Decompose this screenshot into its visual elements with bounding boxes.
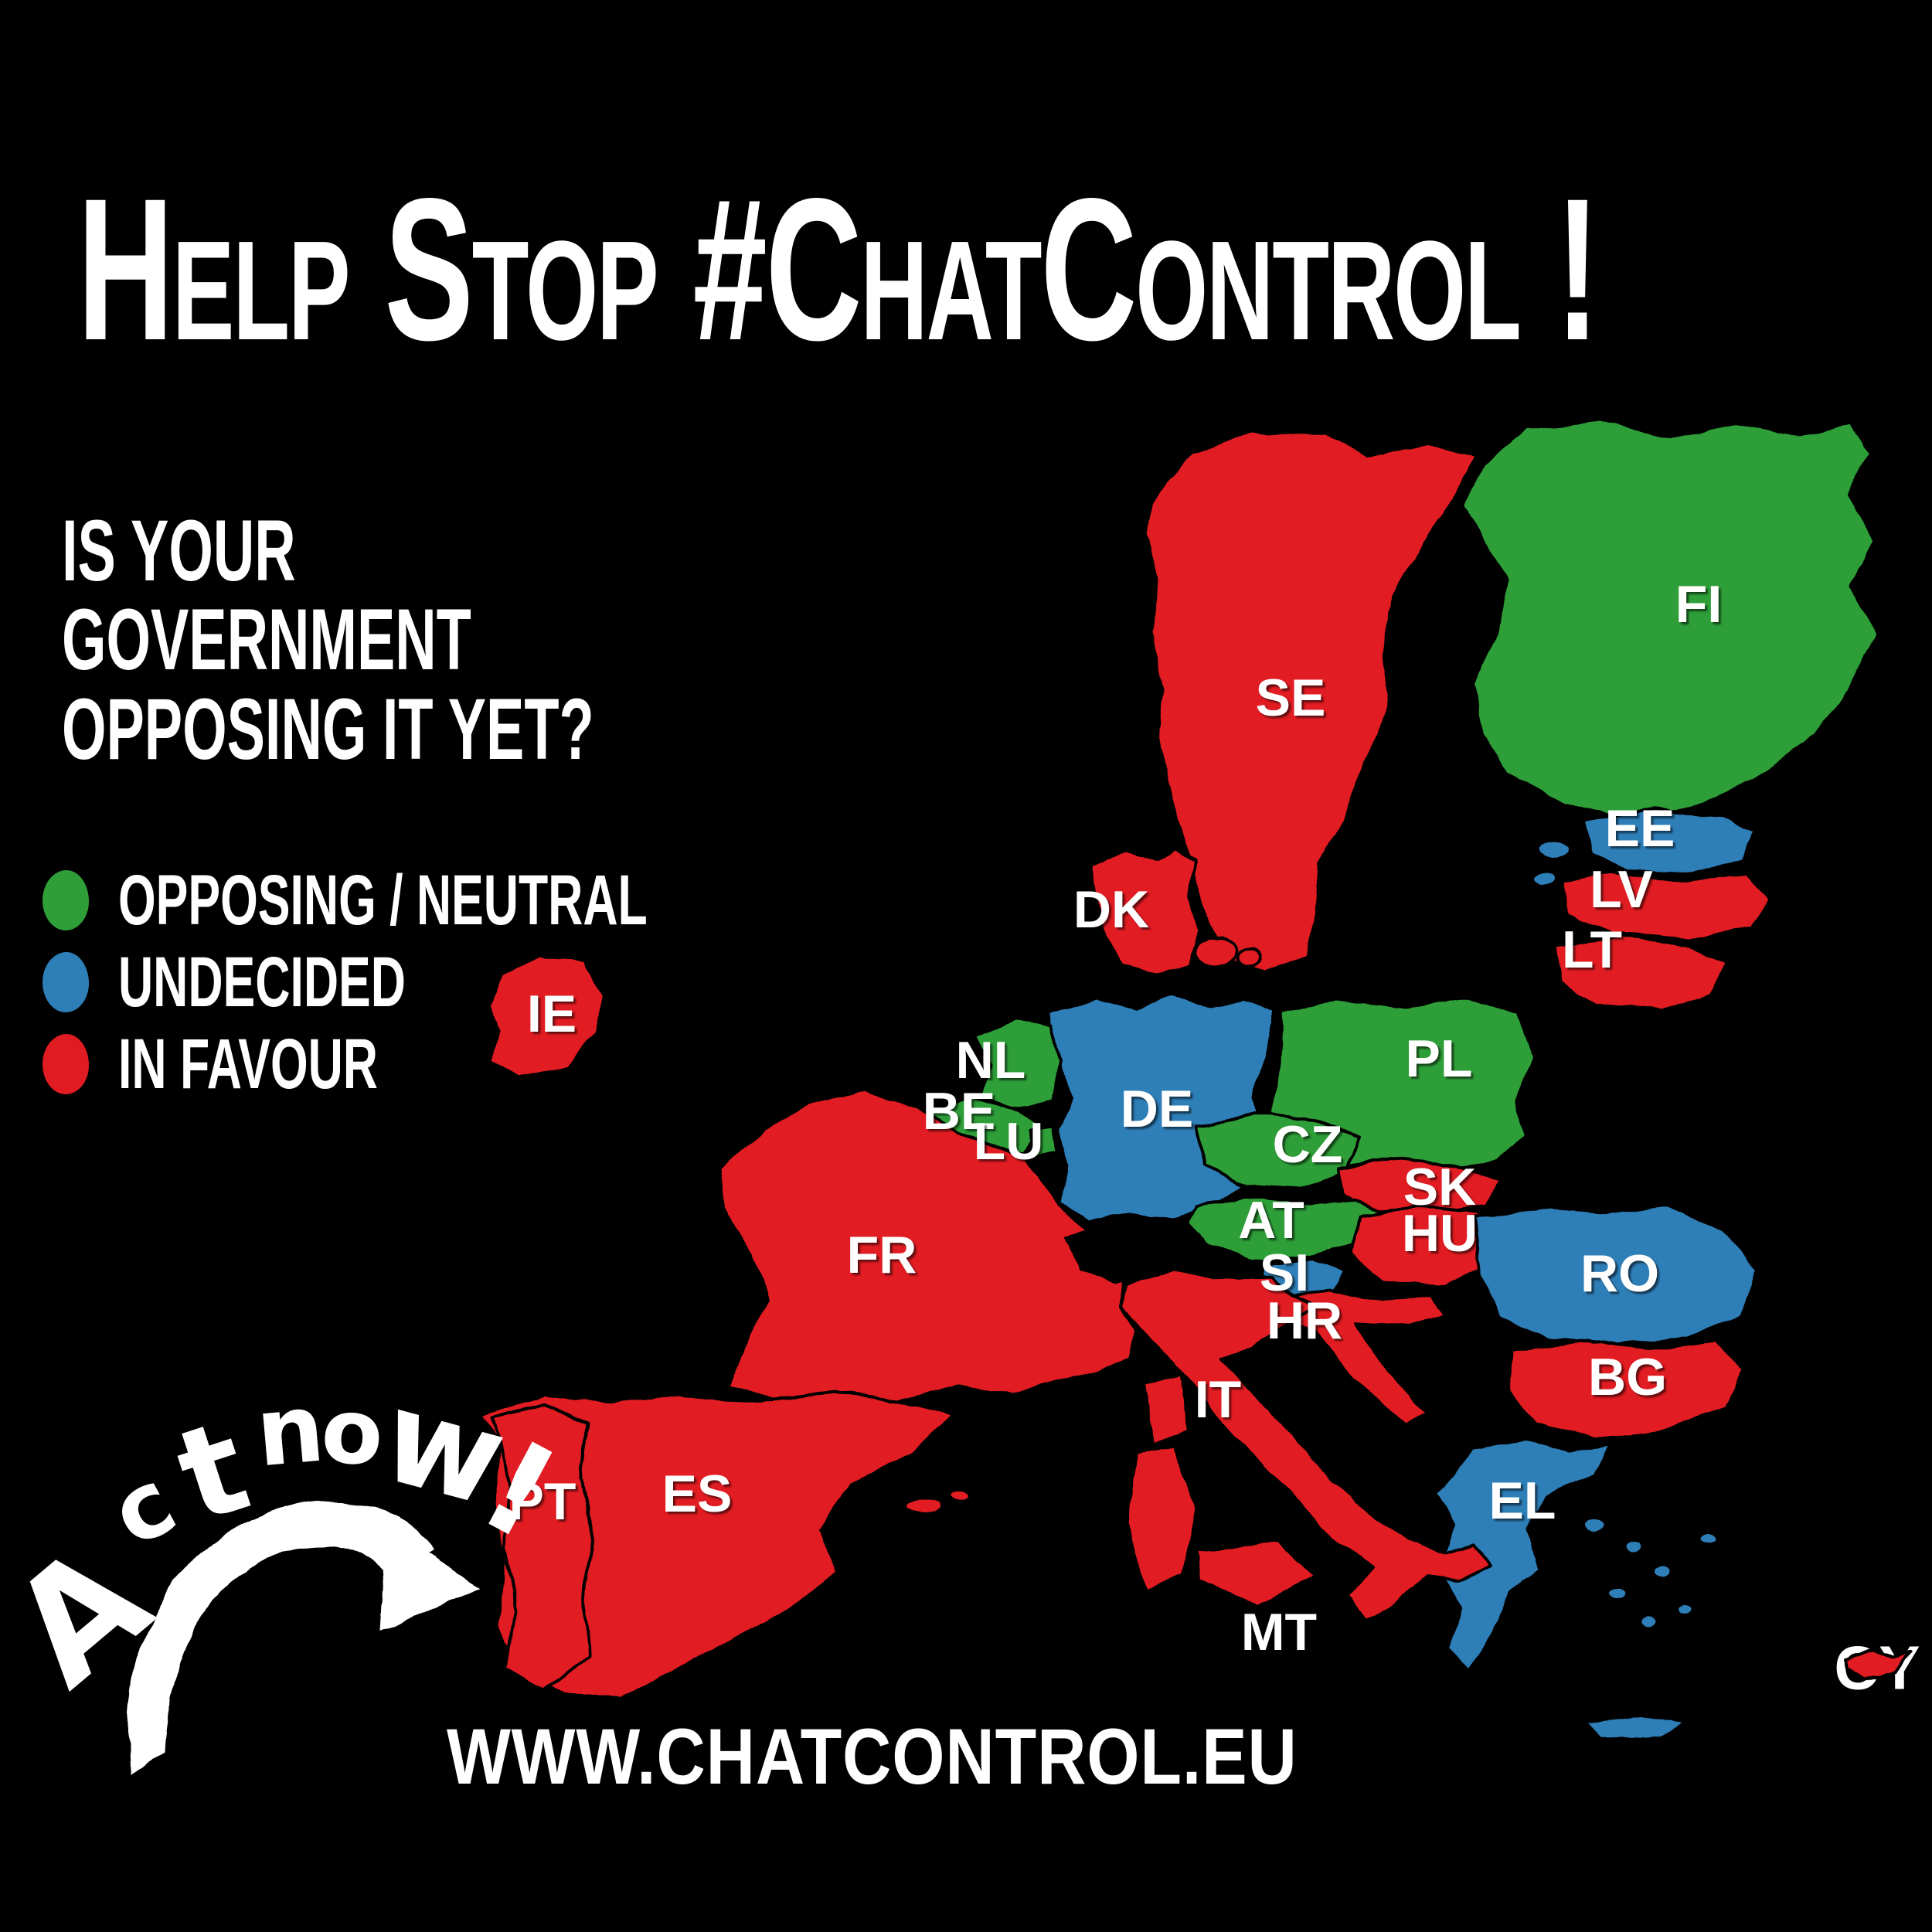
greece-crete-island (1584, 1714, 1688, 1740)
legend-dot-undecided-icon (43, 952, 89, 1012)
country-label-fr: FR (847, 1226, 917, 1284)
country-finland-shape (1459, 417, 1879, 819)
italy-sardinia-island (1125, 1444, 1198, 1595)
denmark-island (1235, 947, 1263, 969)
page-title: Help Stop #ChatControl ! (77, 156, 1600, 383)
country-italy-shape (1119, 1266, 1492, 1621)
country-label-be: BE (923, 1082, 995, 1141)
act-now-letter: o (318, 1378, 387, 1487)
greece-island (1677, 1601, 1696, 1617)
country-label-nl: NL (956, 1031, 1026, 1090)
legend-label-infavour: IN FAVOUR (118, 1025, 378, 1104)
country-luxembourg-shape (1028, 1125, 1060, 1159)
question-text: IS YOUR GOVERNMENT OPPOSING IT YET? (62, 502, 594, 777)
spain-balearic-island (906, 1496, 943, 1515)
spain-balearic-island (947, 1488, 972, 1504)
country-label-de: DE (1121, 1080, 1193, 1138)
greece-island (1581, 1515, 1606, 1533)
legend-dot-opposing-icon (43, 870, 89, 930)
country-label-at: AT (1238, 1191, 1304, 1250)
greece-island (1607, 1586, 1627, 1601)
country-bulgaria-shape (1507, 1340, 1746, 1440)
legend-label-undecided: UNDECIDED (118, 943, 406, 1022)
country-label-pt: PT (509, 1472, 577, 1531)
country-label-dk: DK (1073, 880, 1149, 939)
country-croatia-shape (1272, 1289, 1448, 1425)
switzerland-gap (1065, 1223, 1196, 1284)
country-latvia-shape (1560, 870, 1773, 940)
country-sweden-shape (1144, 430, 1478, 975)
country-label-hr: HR (1267, 1291, 1342, 1350)
country-label-ro: RO (1580, 1244, 1659, 1303)
france-corsica-island (1144, 1374, 1190, 1448)
greece-island (1699, 1532, 1719, 1547)
legend-row-infavour: IN FAVOUR (43, 1023, 896, 1105)
country-label-fi: FI (1675, 575, 1722, 634)
country-label-it: IT (1195, 1370, 1241, 1429)
country-label-cz: CZ (1273, 1115, 1343, 1174)
legend-row-opposing: OPPOSING / NEUTRAL (43, 859, 896, 941)
country-label-mt: MT (1241, 1603, 1317, 1662)
italy-sicily-island (1195, 1540, 1315, 1607)
country-label-ie: IE (527, 985, 577, 1043)
country-denmark-shape (1090, 847, 1201, 977)
country-label-ee: EE (1605, 799, 1675, 858)
country-label-es: ES (662, 1464, 733, 1523)
legend-dot-infavour-icon (43, 1034, 89, 1094)
country-label-hu: HU (1402, 1204, 1478, 1263)
cyprus-island (1844, 1649, 1912, 1680)
country-netherlands-shape (974, 1019, 1063, 1108)
country-label-el: EL (1489, 1471, 1556, 1530)
legend-label-opposing: OPPOSING / NEUTRAL (118, 861, 648, 940)
legend: OPPOSING / NEUTRAL UNDECIDED IN FAVOUR (43, 859, 896, 1105)
country-romania-shape (1473, 1202, 1757, 1348)
country-label-bg: BG (1588, 1348, 1667, 1406)
greece-island (1651, 1562, 1675, 1579)
country-label-si: SI (1260, 1243, 1309, 1302)
legend-row-undecided: UNDECIDED (43, 941, 896, 1023)
country-label-lv: LV (1590, 860, 1653, 919)
curved-arrow-icon (128, 1501, 481, 1776)
country-portugal-shape (492, 1403, 595, 1691)
denmark-island (1193, 937, 1236, 968)
estonia-island (1531, 869, 1557, 887)
greece-island (1621, 1539, 1643, 1556)
country-label-sk: SK (1403, 1158, 1476, 1216)
country-ireland-shape (487, 954, 606, 1080)
footer-url: WWW.CHATCONTROL.EU (447, 1713, 1298, 1801)
act-now-letter: n (251, 1372, 328, 1488)
estonia-island (1535, 838, 1569, 859)
country-estonia-shape (1583, 808, 1757, 875)
country-france-shape (719, 1090, 1138, 1402)
greece-island (1637, 1616, 1658, 1633)
country-greece-shape (1433, 1436, 1613, 1672)
country-label-lt: LT (1562, 920, 1622, 979)
country-lithuania-shape (1553, 935, 1729, 1012)
country-label-se: SE (1256, 668, 1326, 727)
country-spain-shape (479, 1391, 954, 1703)
country-label-lu: LU (974, 1112, 1044, 1171)
country-label-pl: PL (1406, 1029, 1473, 1088)
